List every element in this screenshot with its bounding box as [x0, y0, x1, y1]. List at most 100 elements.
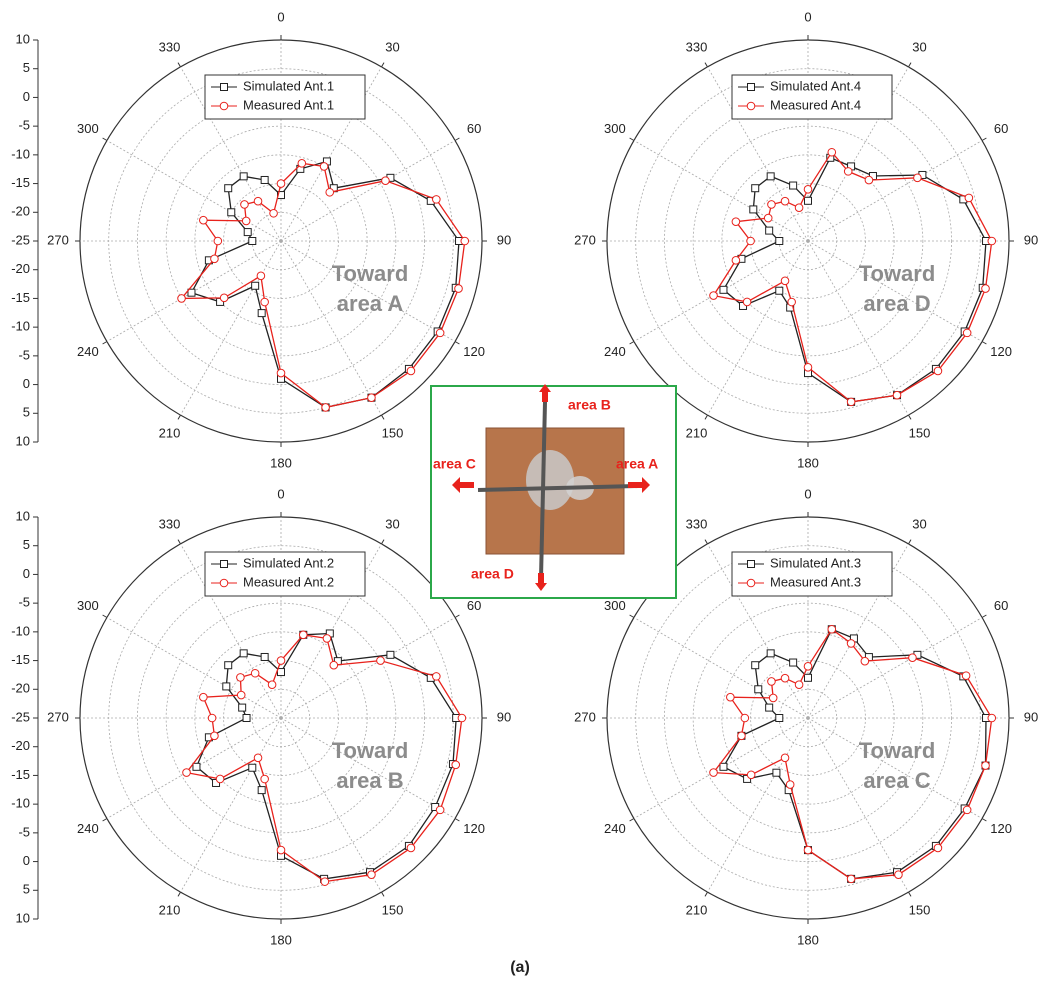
- annotation: area A: [337, 291, 404, 316]
- marker: [805, 674, 812, 681]
- marker: [368, 394, 376, 402]
- marker: [278, 669, 285, 676]
- marker: [237, 674, 245, 682]
- marker: [178, 295, 186, 303]
- angle-label: 90: [497, 709, 511, 724]
- marker: [436, 806, 444, 814]
- marker: [243, 715, 250, 722]
- r-tick-label: 10: [16, 31, 30, 46]
- angle-tick: [382, 540, 385, 544]
- legend-label: Measured Ant.2: [243, 574, 334, 589]
- r-tick-label: 5: [23, 405, 30, 420]
- marker: [258, 310, 265, 317]
- angle-label: 300: [604, 121, 626, 136]
- marker: [261, 176, 268, 183]
- angle-tick: [909, 415, 912, 419]
- inset-label: area B: [568, 397, 611, 413]
- marker: [461, 237, 469, 245]
- angle-label: 150: [909, 426, 931, 441]
- angle-tick: [178, 540, 181, 544]
- r-tick-label: 10: [16, 433, 30, 448]
- series-line: [197, 634, 457, 879]
- angle-tick: [455, 342, 459, 345]
- angle-tick: [909, 892, 912, 896]
- marker: [200, 216, 208, 224]
- solder: [526, 450, 574, 510]
- angle-label: 120: [463, 821, 485, 836]
- marker: [240, 173, 247, 180]
- grid-spoke: [107, 141, 281, 242]
- annotation: area B: [336, 768, 403, 793]
- marker: [220, 294, 228, 302]
- marker: [732, 257, 740, 265]
- r-tick-label: -5: [18, 595, 30, 610]
- marker: [743, 298, 751, 306]
- angle-label: 0: [277, 486, 284, 501]
- r-tick-label: -15: [11, 175, 30, 190]
- angle-label: 0: [804, 9, 811, 24]
- angle-label: 30: [385, 516, 399, 531]
- angle-tick: [705, 63, 708, 67]
- angle-label: 60: [467, 598, 481, 613]
- annotation: Toward: [332, 261, 409, 286]
- marker: [755, 686, 762, 693]
- angle-tick: [103, 342, 107, 345]
- legend-marker: [221, 84, 228, 91]
- marker: [847, 875, 855, 883]
- grid-spoke: [281, 141, 455, 242]
- angle-tick: [630, 342, 634, 345]
- angle-label: 180: [270, 455, 292, 470]
- annotation: area D: [863, 291, 930, 316]
- angle-tick: [982, 819, 986, 822]
- marker: [183, 769, 191, 777]
- angle-label: 210: [159, 903, 181, 918]
- angle-label: 120: [463, 344, 485, 359]
- series-line: [192, 161, 460, 407]
- annotation: Toward: [859, 738, 936, 763]
- marker: [732, 218, 740, 226]
- marker: [988, 714, 996, 722]
- marker: [268, 681, 276, 689]
- r-tick-label: -10: [11, 623, 30, 638]
- r-tick-label: -20: [11, 681, 30, 696]
- marker: [747, 237, 755, 245]
- r-tick-label: 0: [23, 566, 30, 581]
- marker: [407, 367, 415, 375]
- angle-tick: [455, 138, 459, 141]
- legend-marker: [748, 561, 755, 568]
- angle-label: 120: [990, 344, 1012, 359]
- legend-label: Measured Ant.4: [770, 97, 861, 112]
- r-tick-label: -15: [11, 652, 30, 667]
- marker: [261, 653, 268, 660]
- marker: [249, 764, 256, 771]
- marker: [895, 871, 903, 879]
- angle-tick: [103, 615, 107, 618]
- angle-tick: [982, 138, 986, 141]
- r-tick-label: -15: [11, 290, 30, 305]
- angle-label: 60: [994, 121, 1008, 136]
- angle-label: 180: [797, 455, 819, 470]
- angle-label: 300: [604, 598, 626, 613]
- angle-label: 270: [574, 232, 596, 247]
- r-tick-label: -25: [11, 232, 30, 247]
- r-tick-label: -5: [18, 347, 30, 362]
- marker: [433, 673, 441, 681]
- angle-label: 150: [382, 426, 404, 441]
- marker: [330, 661, 338, 669]
- marker: [710, 292, 718, 300]
- marker: [804, 846, 812, 854]
- marker: [299, 631, 307, 639]
- marker: [847, 640, 855, 648]
- angle-label: 300: [77, 598, 99, 613]
- inset-label: area D: [471, 566, 514, 582]
- angle-tick: [909, 540, 912, 544]
- angle-tick: [382, 892, 385, 896]
- annotation: area C: [863, 768, 930, 793]
- marker: [710, 769, 718, 777]
- marker: [240, 650, 247, 657]
- marker: [225, 662, 232, 669]
- angle-label: 300: [77, 121, 99, 136]
- r-tick-label: 5: [23, 60, 30, 75]
- marker: [211, 255, 219, 263]
- marker: [277, 180, 285, 188]
